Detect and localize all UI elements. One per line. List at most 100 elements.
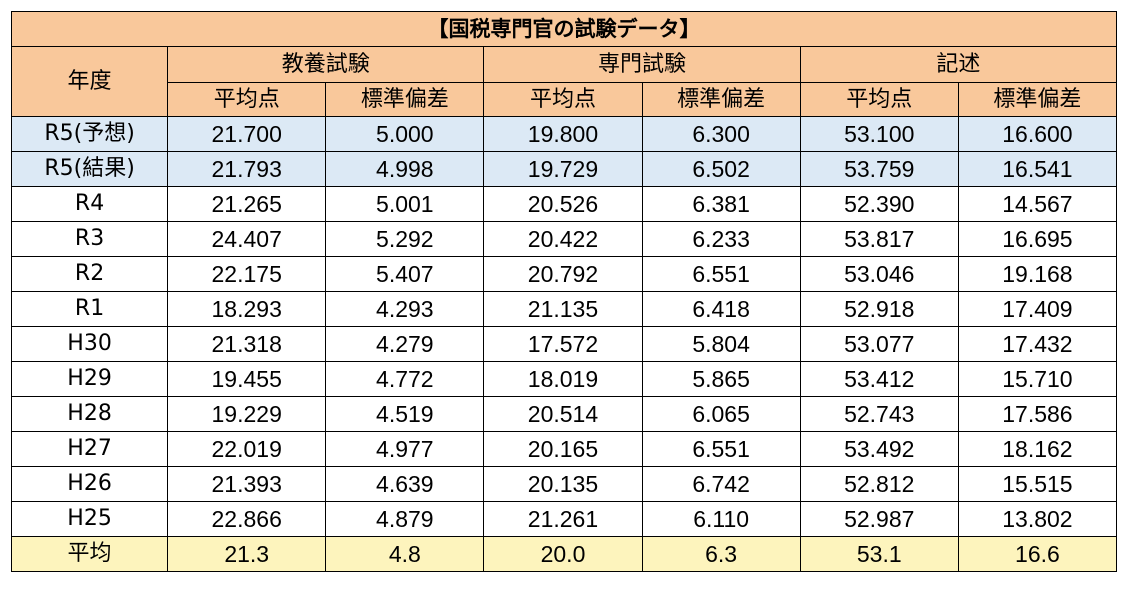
value-cell: 52.743 [799,396,959,432]
sub-header-mean: 平均点 [167,82,327,117]
value-cell: 14.567 [957,186,1118,222]
table-row: H26 21.393 4.639 20.135 6.742 52.812 15.515 [10,466,1118,502]
value-cell: 21.393 [167,466,327,502]
value-cell: 53.046 [799,256,959,292]
year-cell: R3 [10,221,169,257]
value-cell: 53.817 [799,221,959,257]
year-cell: H28 [10,396,169,432]
table-row: H25 22.866 4.879 21.261 6.110 52.987 13.802 [10,501,1118,537]
table-row: R3 24.407 5.292 20.422 6.233 53.817 16.695 [10,221,1118,257]
average-row: 平均 21.3 4.8 20.0 6.3 53.1 16.6 [10,536,1118,572]
average-value-cell: 20.0 [483,536,643,572]
value-cell: 20.514 [483,396,643,432]
value-cell: 6.110 [641,501,801,537]
exam-data-table: 【国税専門官の試験データ】 年度 教養試験 専門試験 記述 平均点 標準偏差 平… [10,11,1118,572]
table-row: H27 22.019 4.977 20.165 6.551 53.492 18.162 [10,431,1118,467]
group-header-specialty: 専門試験 [483,46,801,83]
value-cell: 6.418 [641,291,801,327]
value-cell: 22.866 [167,501,327,537]
value-cell: 6.742 [641,466,801,502]
value-cell: 4.293 [325,291,485,327]
value-cell: 52.918 [799,291,959,327]
value-cell: 18.019 [483,361,643,397]
value-cell: 6.381 [641,186,801,222]
value-cell: 21.700 [167,116,327,152]
year-cell: R4 [10,186,169,222]
value-cell: 5.865 [641,361,801,397]
average-value-cell: 4.8 [325,536,485,572]
value-cell: 20.422 [483,221,643,257]
year-cell: H29 [10,361,169,397]
value-cell: 53.759 [799,151,959,187]
table-row: R4 21.265 5.001 20.526 6.381 52.390 14.567 [10,186,1118,222]
sub-header-stdev: 標準偏差 [641,82,801,117]
value-cell: 6.551 [641,256,801,292]
value-cell: 20.165 [483,431,643,467]
value-cell: 4.519 [325,396,485,432]
value-cell: 5.292 [325,221,485,257]
value-cell: 4.279 [325,326,485,362]
value-cell: 24.407 [167,221,327,257]
value-cell: 19.229 [167,396,327,432]
value-cell: 19.455 [167,361,327,397]
value-cell: 19.729 [483,151,643,187]
table-row: R2 22.175 5.407 20.792 6.551 53.046 19.168 [10,256,1118,292]
value-cell: 20.792 [483,256,643,292]
value-cell: 19.168 [957,256,1118,292]
value-cell: 21.135 [483,291,643,327]
sub-header-stdev: 標準偏差 [957,82,1118,117]
value-cell: 4.639 [325,466,485,502]
value-cell: 20.135 [483,466,643,502]
group-header-essay: 記述 [799,46,1118,83]
value-cell: 4.772 [325,361,485,397]
sub-header-stdev: 標準偏差 [325,82,485,117]
value-cell: 5.804 [641,326,801,362]
year-cell: R2 [10,256,169,292]
value-cell: 53.100 [799,116,959,152]
average-value-cell: 16.6 [957,536,1118,572]
table-title: 【国税専門官の試験データ】 [11,11,1117,47]
year-cell: R5(結果) [10,151,169,187]
sub-header-mean: 平均点 [799,82,959,117]
group-header-general: 教養試験 [167,46,485,83]
value-cell: 16.541 [957,151,1118,187]
value-cell: 15.515 [957,466,1118,502]
table-row: H28 19.229 4.519 20.514 6.065 52.743 17.586 [10,396,1118,432]
value-cell: 22.019 [167,431,327,467]
year-cell: R5(予想) [10,116,169,152]
value-cell: 4.879 [325,501,485,537]
value-cell: 52.987 [799,501,959,537]
value-cell: 52.812 [799,466,959,502]
table-row: R5(結果) 21.793 4.998 19.729 6.502 53.759 16.541 [10,151,1118,187]
average-value-cell: 53.1 [799,536,959,572]
table-row: H30 21.318 4.279 17.572 5.804 53.077 17.432 [10,326,1118,362]
value-cell: 6.300 [641,116,801,152]
table-row: R1 18.293 4.293 21.135 6.418 52.918 17.409 [10,291,1118,327]
value-cell: 6.502 [641,151,801,187]
average-value-cell: 6.3 [641,536,801,572]
value-cell: 17.432 [957,326,1118,362]
value-cell: 6.065 [641,396,801,432]
value-cell: 6.233 [641,221,801,257]
value-cell: 5.407 [325,256,485,292]
value-cell: 21.793 [167,151,327,187]
value-cell: 22.175 [167,256,327,292]
value-cell: 21.265 [167,186,327,222]
value-cell: 5.001 [325,186,485,222]
average-value-cell: 21.3 [167,536,327,572]
value-cell: 18.162 [957,431,1118,467]
value-cell: 18.293 [167,291,327,327]
value-cell: 20.526 [483,186,643,222]
value-cell: 4.998 [325,151,485,187]
value-cell: 15.710 [957,361,1118,397]
year-header: 年度 [10,46,169,117]
value-cell: 21.261 [483,501,643,537]
value-cell: 53.412 [799,361,959,397]
value-cell: 16.695 [957,221,1118,257]
table-row: H29 19.455 4.772 18.019 5.865 53.412 15.710 [10,361,1118,397]
value-cell: 4.977 [325,431,485,467]
value-cell: 21.318 [167,326,327,362]
table-row: R5(予想) 21.700 5.000 19.800 6.300 53.100 16.600 [10,116,1118,152]
value-cell: 17.586 [957,396,1118,432]
sub-header-mean: 平均点 [483,82,643,117]
